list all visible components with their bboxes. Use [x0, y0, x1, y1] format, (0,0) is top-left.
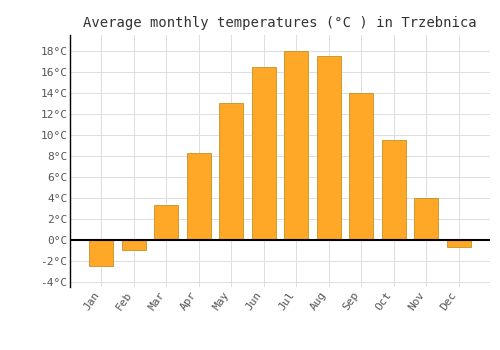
- Bar: [252, 66, 276, 240]
- Bar: [284, 51, 308, 240]
- Bar: [154, 205, 178, 240]
- Bar: [316, 56, 341, 240]
- Bar: [349, 93, 374, 240]
- Bar: [414, 198, 438, 240]
- Bar: [446, 240, 471, 247]
- Bar: [122, 240, 146, 250]
- Bar: [186, 153, 211, 240]
- Bar: [382, 140, 406, 240]
- Bar: [89, 240, 114, 266]
- Title: Average monthly temperatures (°C ) in Trzebnica: Average monthly temperatures (°C ) in Tr…: [83, 16, 477, 30]
- Bar: [219, 103, 244, 240]
